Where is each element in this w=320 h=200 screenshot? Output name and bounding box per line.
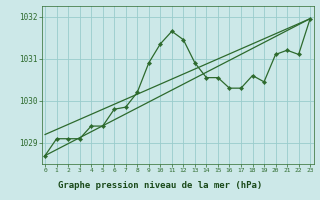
Text: Graphe pression niveau de la mer (hPa): Graphe pression niveau de la mer (hPa) xyxy=(58,181,262,190)
